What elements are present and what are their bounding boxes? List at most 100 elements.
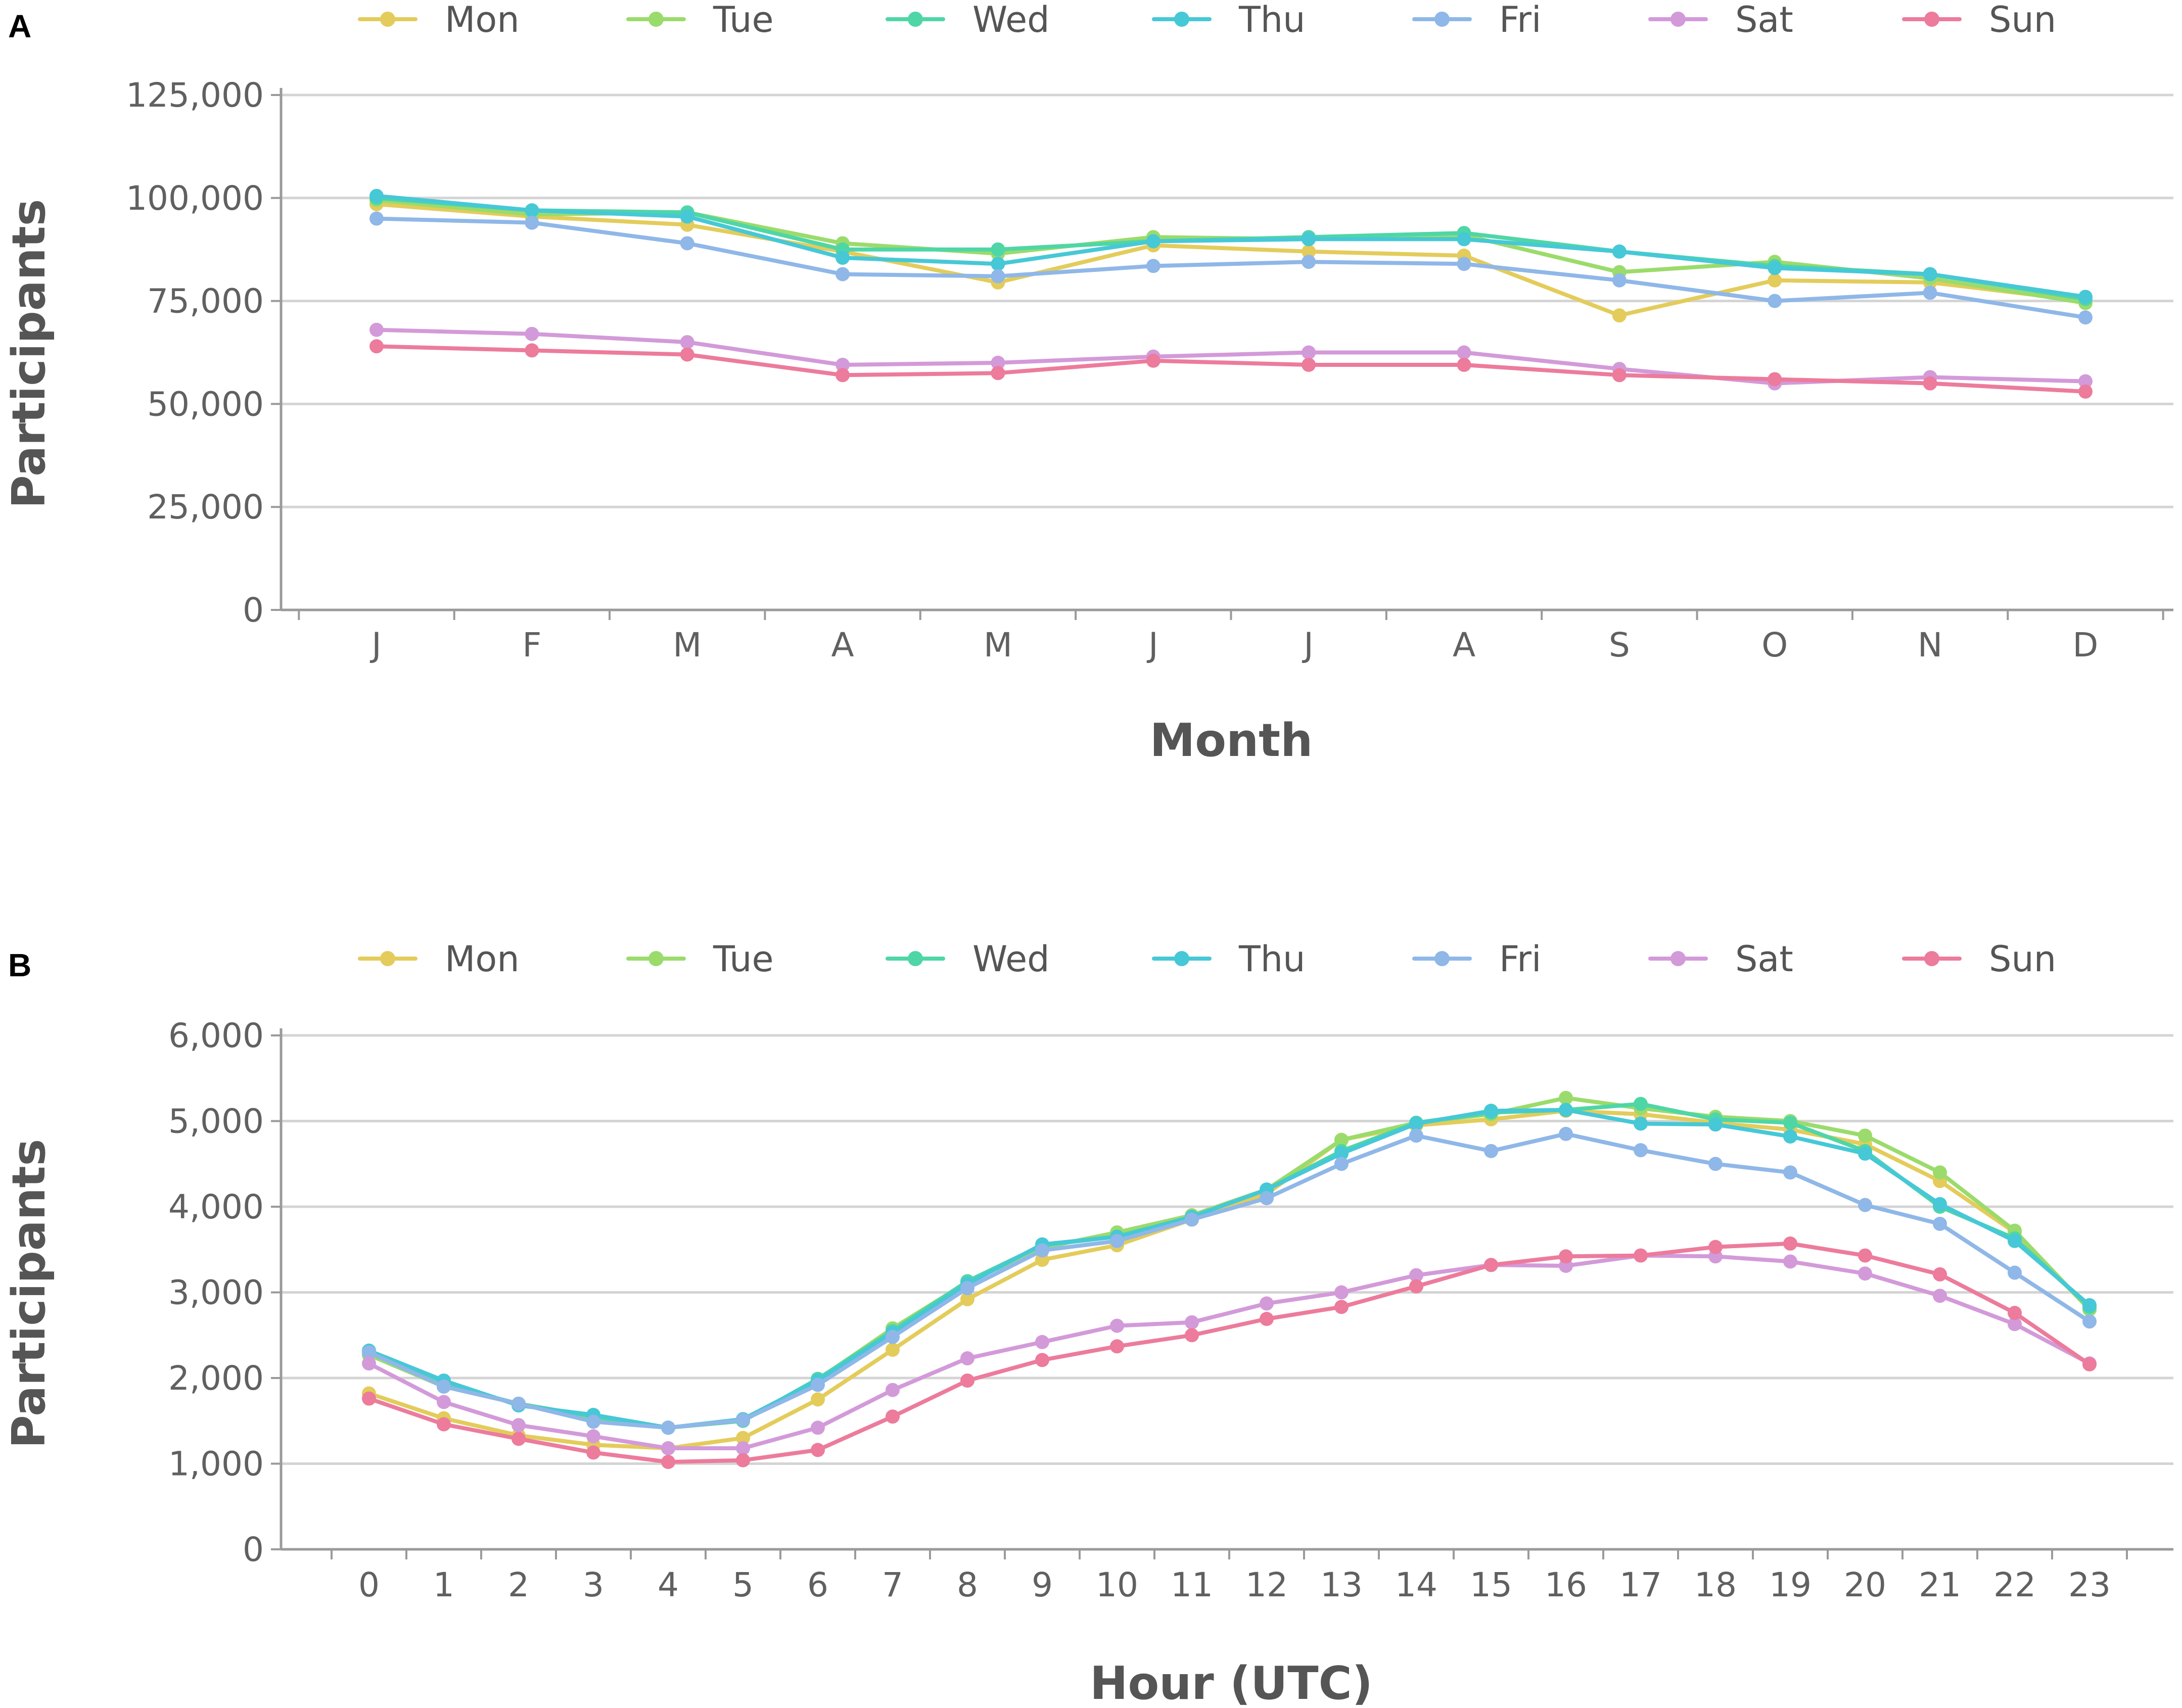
panel-a-series: [369, 188, 2093, 399]
legend-item-sat[interactable]: Sat: [1648, 0, 1793, 40]
legend-item-tue[interactable]: Tue: [626, 938, 774, 980]
y-tick-label: 6,000: [168, 1016, 264, 1055]
data-point: [886, 1409, 900, 1424]
data-point: [512, 1418, 526, 1433]
legend-item-sun[interactable]: Sun: [1902, 0, 2056, 40]
data-point: [2082, 1298, 2097, 1312]
legend-swatch-marker: [908, 12, 923, 27]
data-point: [1334, 1157, 1349, 1171]
legend-item-mon[interactable]: Mon: [358, 938, 520, 980]
data-point: [525, 215, 539, 230]
legend-item-sat[interactable]: Sat: [1648, 938, 1793, 980]
x-tick-label: 15: [1470, 1565, 1512, 1604]
x-tick-label: F: [522, 626, 541, 665]
x-tick-label: 19: [1769, 1565, 1812, 1604]
data-point: [369, 322, 384, 337]
data-point: [586, 1414, 600, 1429]
data-point: [991, 355, 1005, 370]
legend-item-fri[interactable]: Fri: [1412, 938, 1541, 980]
y-tick-label: 75,000: [147, 282, 264, 321]
data-point: [960, 1281, 974, 1296]
legend-item-fri[interactable]: Fri: [1412, 0, 1541, 40]
data-point: [680, 236, 694, 251]
data-point: [991, 242, 1005, 257]
data-point: [1185, 1212, 1199, 1227]
data-point: [2008, 1265, 2022, 1280]
y-tick-label: 0: [243, 1530, 264, 1569]
panel-b-x-tick-labels: 0 1 2 3 4 5 6 7 8 9 10 11 12 13 14 15 16 17 18 19 20 21 22 23: [331, 1549, 2128, 1604]
data-point: [1409, 1268, 1423, 1283]
x-tick-label: A: [831, 626, 854, 665]
legend-swatch-marker: [1670, 12, 1686, 27]
legend-item-thu[interactable]: Thu: [1152, 0, 1306, 40]
x-tick-label: 14: [1395, 1565, 1437, 1604]
legend-label: Sun: [1989, 938, 2056, 980]
data-point: [1484, 1144, 1498, 1158]
legend-swatch-marker: [1174, 12, 1189, 27]
data-point: [1612, 244, 1627, 259]
legend-item-tue[interactable]: Tue: [626, 0, 774, 40]
series-tue: [362, 1090, 2097, 1435]
data-point: [1858, 1248, 1872, 1263]
data-point: [1634, 1097, 1648, 1111]
series-line: [375, 194, 2087, 299]
panel-b-gridlines: [281, 1034, 2173, 1465]
data-point: [1612, 308, 1627, 323]
x-tick-label: 1: [433, 1565, 454, 1604]
x-tick-label: 20: [1844, 1565, 1886, 1604]
legend-item-wed[interactable]: Wed: [886, 0, 1050, 40]
data-point: [680, 209, 694, 224]
series-line: [375, 344, 2087, 394]
x-tick-label: 11: [1171, 1565, 1213, 1604]
data-point: [661, 1420, 675, 1435]
series-sun: [369, 339, 2093, 399]
x-tick-label: 3: [583, 1565, 604, 1604]
data-point: [1484, 1104, 1498, 1118]
x-tick-label: 21: [1919, 1565, 1961, 1604]
data-point: [1858, 1198, 1872, 1212]
data-point: [1923, 267, 1937, 281]
data-point: [1457, 345, 1471, 360]
series-mon: [362, 1104, 2097, 1455]
x-tick-label: O: [1761, 626, 1788, 665]
x-tick-label: 13: [1320, 1565, 1363, 1604]
data-point: [1933, 1197, 1947, 1211]
data-point: [835, 267, 850, 281]
data-point: [525, 326, 539, 341]
legend-item-wed[interactable]: Wed: [886, 938, 1050, 980]
data-point: [1260, 1191, 1274, 1206]
data-point: [2078, 384, 2093, 399]
legend-swatch-marker: [648, 951, 664, 966]
x-tick-label: J: [1146, 626, 1158, 665]
x-tick-label: 7: [882, 1565, 903, 1604]
data-point: [2008, 1317, 2022, 1332]
legend-label: Tue: [713, 938, 774, 980]
legend-item-mon[interactable]: Mon: [358, 0, 520, 40]
y-tick-label: 2,000: [168, 1359, 264, 1398]
data-point: [661, 1455, 675, 1469]
data-point: [1185, 1328, 1199, 1343]
data-point: [960, 1351, 974, 1366]
data-point: [886, 1343, 900, 1357]
panel-a-y-tick-labels: 0 25,000 50,000 75,000 100,000 125,000: [126, 76, 281, 630]
data-point: [437, 1395, 451, 1409]
data-point: [1302, 357, 1316, 372]
legend-item-thu[interactable]: Thu: [1152, 938, 1306, 980]
x-tick-label: 4: [658, 1565, 679, 1604]
x-tick-label: 0: [358, 1565, 380, 1604]
data-point: [1634, 1116, 1648, 1131]
data-point: [1409, 1128, 1423, 1143]
data-point: [680, 347, 694, 362]
data-point: [1933, 1289, 1947, 1303]
y-tick-label: 125,000: [126, 76, 264, 115]
data-point: [1457, 257, 1471, 271]
legend-label: Fri: [1499, 938, 1541, 980]
legend-swatch-marker: [1924, 951, 1939, 966]
data-point: [362, 1356, 376, 1371]
data-point: [1768, 372, 1782, 387]
data-point: [512, 1432, 526, 1446]
legend-item-sun[interactable]: Sun: [1902, 938, 2056, 980]
data-point: [2008, 1306, 2022, 1320]
data-point: [1768, 273, 1782, 288]
data-point: [736, 1441, 750, 1455]
